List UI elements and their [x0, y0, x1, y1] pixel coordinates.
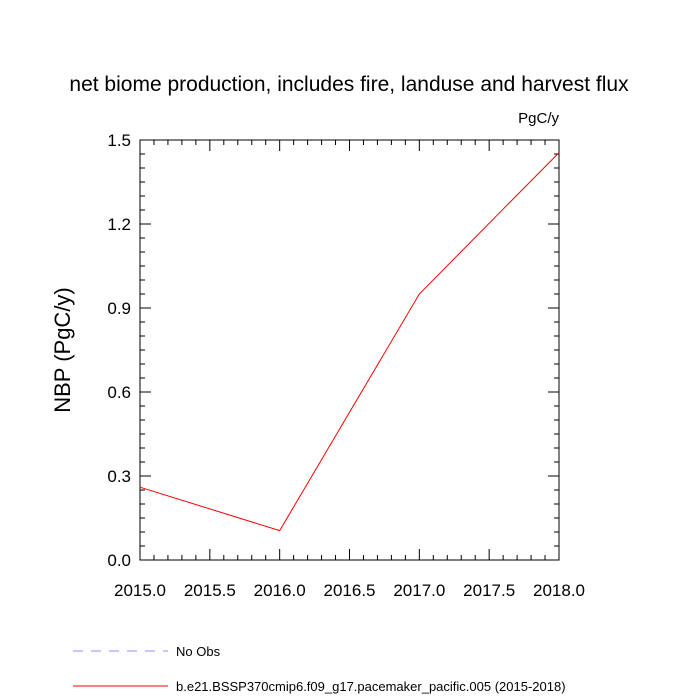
y-tick-label: 0.3	[107, 467, 131, 486]
legend-label-1: b.e21.BSSP370cmip6.f09_g17.pacemaker_pac…	[176, 679, 566, 694]
y-tick-labels: 0.0 0.3 0.6 0.9 1.2 1.5	[107, 131, 131, 570]
plot-frame	[139, 139, 560, 561]
units-label: PgC/y	[518, 110, 559, 127]
x-tick-label: 2017.0	[393, 581, 445, 600]
y-tick-label: 0.6	[107, 383, 131, 402]
x-tick-label: 2017.5	[463, 581, 515, 600]
y-axis-label: NBP (PgC/y)	[50, 287, 75, 413]
y-tick-label: 1.2	[107, 215, 131, 234]
axis-ticks	[139, 139, 560, 561]
series-layer	[139, 152, 560, 532]
legend: No Obs b.e21.BSSP370cmip6.f09_g17.pacemak…	[73, 644, 566, 694]
x-tick-label: 2016.0	[254, 581, 306, 600]
series-line-0	[139, 152, 560, 532]
chart-title: net biome production, includes fire, lan…	[69, 73, 629, 96]
x-tick-label: 2016.5	[324, 581, 376, 600]
x-tick-label: 2015.0	[114, 581, 166, 600]
y-tick-label: 0.9	[107, 299, 131, 318]
y-tick-label: 0.0	[107, 551, 131, 570]
legend-label-0: No Obs	[176, 644, 221, 659]
x-tick-label: 2015.5	[184, 581, 236, 600]
x-tick-labels: 2015.0 2015.5 2016.0 2016.5 2017.0 2017.5 2018…	[114, 581, 585, 600]
x-tick-label: 2018.0	[533, 581, 585, 600]
y-tick-label: 1.5	[107, 131, 131, 150]
